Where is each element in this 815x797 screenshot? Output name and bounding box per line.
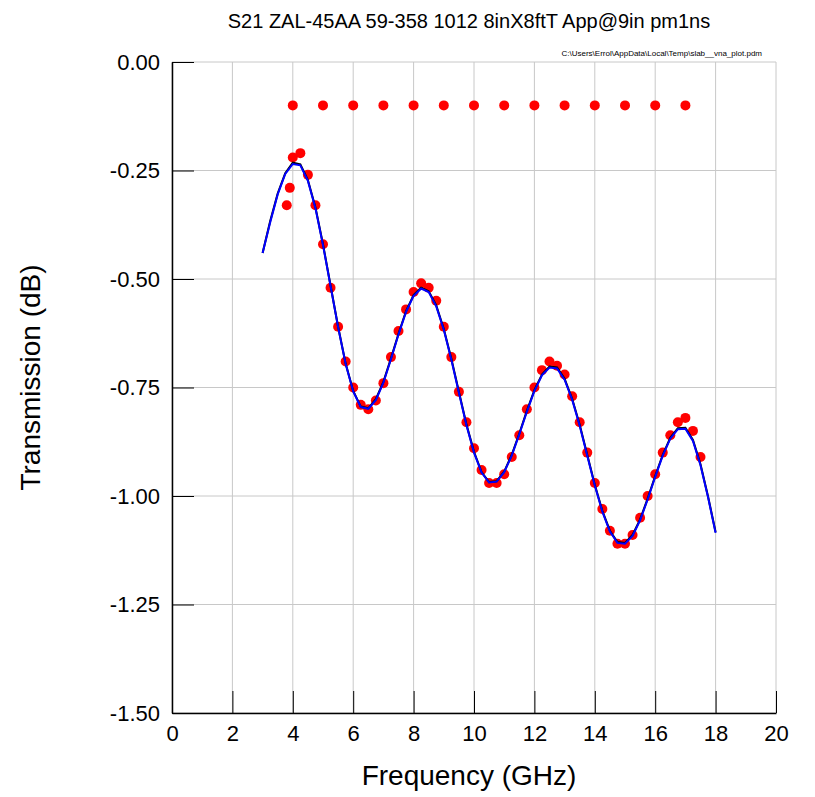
tick-label: 20: [764, 721, 788, 746]
grid-line: [172, 62, 776, 63]
tick-label: -1.00: [110, 484, 160, 509]
y-axis: -1.50 -1.25 -1.00 -0.75 -0.50 -0.25 0.00: [110, 50, 194, 726]
tick-label: 0.00: [117, 50, 160, 75]
data-point: [378, 100, 388, 110]
tick: 12: [523, 691, 547, 746]
tick-mark: [414, 691, 415, 713]
tick-label: 8: [408, 721, 420, 746]
data-point: [409, 100, 419, 110]
grid-line: [172, 387, 776, 388]
data-point: [295, 148, 305, 158]
grid-line: [172, 496, 776, 497]
y-axis-title: Transmission (dB): [15, 264, 46, 490]
data-point: [469, 100, 479, 110]
tick-mark: [655, 691, 656, 713]
data-point: [282, 200, 292, 210]
data-point: [318, 100, 328, 110]
tick-label: -0.25: [110, 158, 160, 183]
tick-mark: [172, 605, 194, 606]
tick-mark: [172, 388, 194, 389]
tick-label: 2: [227, 721, 239, 746]
grid-line: [172, 604, 776, 605]
tick: 10: [462, 691, 486, 746]
tick: -1.50: [110, 701, 194, 726]
data-point: [285, 183, 295, 193]
data-point: [288, 100, 298, 110]
tick-mark: [595, 691, 596, 713]
tick: 6: [348, 691, 360, 746]
tick: -0.50: [110, 267, 194, 292]
tick-label: 12: [523, 721, 547, 746]
tick-label: 0: [166, 721, 178, 746]
tick-label: 14: [583, 721, 607, 746]
x-axis-title: Frequency (GHz): [362, 760, 577, 791]
grid-line: [172, 170, 776, 171]
tick: -1.00: [110, 484, 194, 509]
tick-label: 10: [462, 721, 486, 746]
tick-mark: [232, 691, 233, 713]
data-point: [560, 100, 570, 110]
tick-label: 6: [348, 721, 360, 746]
marks: [263, 100, 716, 548]
data-point: [680, 100, 690, 110]
tick: 2: [227, 691, 239, 746]
tick-mark: [293, 691, 294, 713]
data-point: [650, 100, 660, 110]
tick-mark: [172, 62, 194, 63]
tick-label: 16: [643, 721, 667, 746]
series-line: [263, 164, 716, 544]
series-line: [263, 163, 716, 543]
tick-mark: [776, 691, 777, 713]
data-point: [590, 100, 600, 110]
tick-label: -0.50: [110, 267, 160, 292]
tick-label: -1.50: [110, 701, 160, 726]
tick-label: -0.75: [110, 375, 160, 400]
tick-mark: [172, 171, 194, 172]
tick-mark: [172, 279, 194, 280]
tick: 8: [408, 691, 420, 746]
tick-mark: [474, 691, 475, 713]
chart: 0 2 4 6 8 10 12 14 16 18 20 -1.50 -1.25 -1.00 -0.75 -0.…: [0, 0, 815, 797]
grid: [172, 62, 776, 713]
tick: 14: [583, 691, 607, 746]
tick: -0.75: [110, 375, 194, 400]
tick: -0.25: [110, 158, 194, 183]
tick-mark: [353, 691, 354, 713]
data-point: [529, 100, 539, 110]
data-point: [348, 100, 358, 110]
tick-label: 18: [704, 721, 728, 746]
title: S21 ZAL-45AA 59-358 1012 8inX8ftT App@9i…: [228, 10, 710, 32]
tick: 20: [764, 691, 788, 746]
tick-label: -1.25: [110, 592, 160, 617]
annotation: C:\Users\Errol\AppData\Local\Temp\slab__…: [561, 49, 762, 58]
tick-mark: [534, 691, 535, 713]
tick: 4: [287, 691, 299, 746]
tick-mark: [172, 713, 194, 714]
tick: 18: [704, 691, 728, 746]
tick: -1.25: [110, 592, 194, 617]
tick-mark: [172, 496, 194, 497]
tick: 0.00: [117, 50, 194, 75]
data-point: [439, 100, 449, 110]
tick: 16: [643, 691, 667, 746]
grid-line: [172, 279, 776, 280]
plot: 0 2 4 6 8 10 12 14 16 18 20 -1.50 -1.25 -1.00 -0.75 -0.…: [110, 50, 789, 746]
x-axis: 0 2 4 6 8 10 12 14 16 18 20: [166, 691, 788, 746]
tick-label: 4: [287, 721, 299, 746]
data-point: [680, 413, 690, 423]
tick-mark: [716, 691, 717, 713]
data-point: [499, 100, 509, 110]
data-point: [620, 100, 630, 110]
